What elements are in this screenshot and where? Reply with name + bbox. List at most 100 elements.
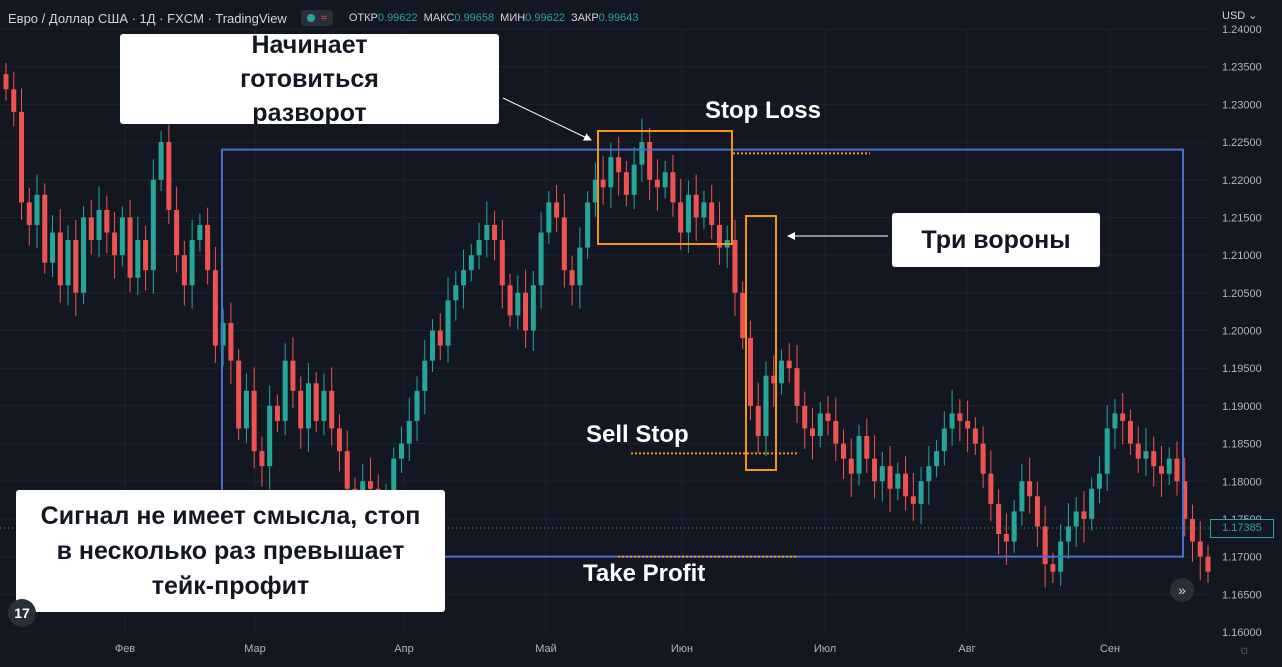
candle <box>1027 457 1033 514</box>
candle <box>740 281 746 350</box>
candle <box>42 183 48 274</box>
candle-body <box>398 443 404 459</box>
candle-body <box>639 142 645 165</box>
candle-body <box>205 224 211 271</box>
sell-stop-label: Sell Stop <box>586 421 689 448</box>
candle <box>817 402 823 448</box>
candle-body <box>903 473 909 497</box>
candle <box>1096 456 1102 504</box>
candle <box>724 225 730 268</box>
candle <box>19 88 25 220</box>
price-axis[interactable]: 1.160001.165001.170001.175001.180001.185… <box>1222 24 1262 639</box>
time-axis[interactable]: Фев Мар Апр Май Июн Июл Авг Сен <box>115 643 1120 655</box>
candle-body <box>515 292 521 316</box>
candle <box>965 400 971 452</box>
candle-body <box>879 466 885 482</box>
candle <box>492 210 498 261</box>
candle <box>468 243 474 282</box>
candle <box>259 436 265 487</box>
candle <box>833 397 839 461</box>
candle-body <box>422 360 428 391</box>
candle-body <box>825 413 831 421</box>
time-tick-label: Май <box>535 643 557 655</box>
chart-header: Евро / Доллар США · 1Д · FXCM · TradingV… <box>8 6 644 30</box>
candle-body <box>701 202 707 218</box>
candle <box>856 424 862 486</box>
candle <box>763 361 769 457</box>
price-tick-label: 1.16000 <box>1222 627 1262 639</box>
candle-body <box>965 420 971 429</box>
candle-body <box>662 172 668 188</box>
candle <box>747 320 753 421</box>
reversal-callout: Начинает готовиться разворот <box>120 31 499 127</box>
candle <box>988 450 994 522</box>
candle <box>1104 405 1110 492</box>
candle-body <box>367 481 373 489</box>
candle <box>143 225 149 291</box>
signal-callout: Сигнал не имеет смысла, стоп в несколько… <box>16 490 445 612</box>
candle-body <box>616 157 622 173</box>
candle-body <box>1182 481 1188 519</box>
candle <box>1205 545 1211 584</box>
candle-body <box>670 172 676 203</box>
candle-body <box>778 360 784 384</box>
symbol-title[interactable]: Евро / Доллар США · 1Д · FXCM · TradingV… <box>8 10 287 26</box>
last-price-tag: 1.17385 <box>1210 519 1274 538</box>
candle <box>670 154 676 217</box>
candle <box>104 195 110 253</box>
candle-body <box>755 405 761 437</box>
candle <box>600 156 606 205</box>
candle-body <box>763 375 769 437</box>
candle <box>678 178 684 250</box>
candle <box>810 408 816 460</box>
price-tick-label: 1.20000 <box>1222 326 1262 338</box>
candle-body <box>1011 511 1017 542</box>
reversal-zone-box <box>597 130 733 245</box>
price-tick-label: 1.18000 <box>1222 476 1262 488</box>
candle <box>887 445 893 513</box>
candle <box>903 456 909 511</box>
scroll-right-button[interactable]: » <box>1170 578 1194 602</box>
candle-body <box>1151 451 1157 467</box>
candle-body <box>81 217 87 293</box>
stop-loss-label: Stop Loss <box>705 97 822 124</box>
candle <box>996 489 1002 555</box>
gear-icon[interactable]: ☼ <box>1238 641 1251 657</box>
three-crows-callout: Три вороны <box>892 213 1100 267</box>
price-tick-label: 1.22500 <box>1222 137 1262 149</box>
candle <box>305 362 311 452</box>
candle-body <box>1003 534 1009 542</box>
candle <box>1189 504 1195 562</box>
price-tick-label: 1.21000 <box>1222 250 1262 262</box>
price-tick-label: 1.19000 <box>1222 401 1262 413</box>
candle <box>445 276 451 363</box>
currency-selector[interactable]: USD ⌄ <box>1222 10 1258 22</box>
price-tick-label: 1.17000 <box>1222 552 1262 564</box>
candle-body <box>802 405 808 429</box>
candle-body <box>996 503 1002 535</box>
candle-body <box>1089 488 1095 519</box>
candle-body <box>1019 481 1025 512</box>
candle <box>926 445 932 505</box>
candle <box>1174 441 1180 496</box>
price-tick-label: 1.21500 <box>1222 212 1262 224</box>
candle <box>453 270 459 321</box>
market-status-toggle[interactable]: ≈ <box>300 10 333 26</box>
candle <box>220 308 226 366</box>
candle <box>848 438 854 498</box>
candle <box>794 344 800 424</box>
candle <box>825 396 831 436</box>
candle-body <box>290 360 296 391</box>
tradingview-logo-icon[interactable]: 17 <box>8 599 36 627</box>
candle <box>771 355 777 407</box>
candle <box>205 207 211 285</box>
candle <box>414 376 420 442</box>
candle-body <box>143 240 149 271</box>
candle <box>515 275 521 330</box>
candle-body <box>414 390 420 421</box>
candle <box>577 227 583 309</box>
candle-body <box>112 232 118 256</box>
candle <box>127 200 133 293</box>
candle-body <box>833 420 839 444</box>
